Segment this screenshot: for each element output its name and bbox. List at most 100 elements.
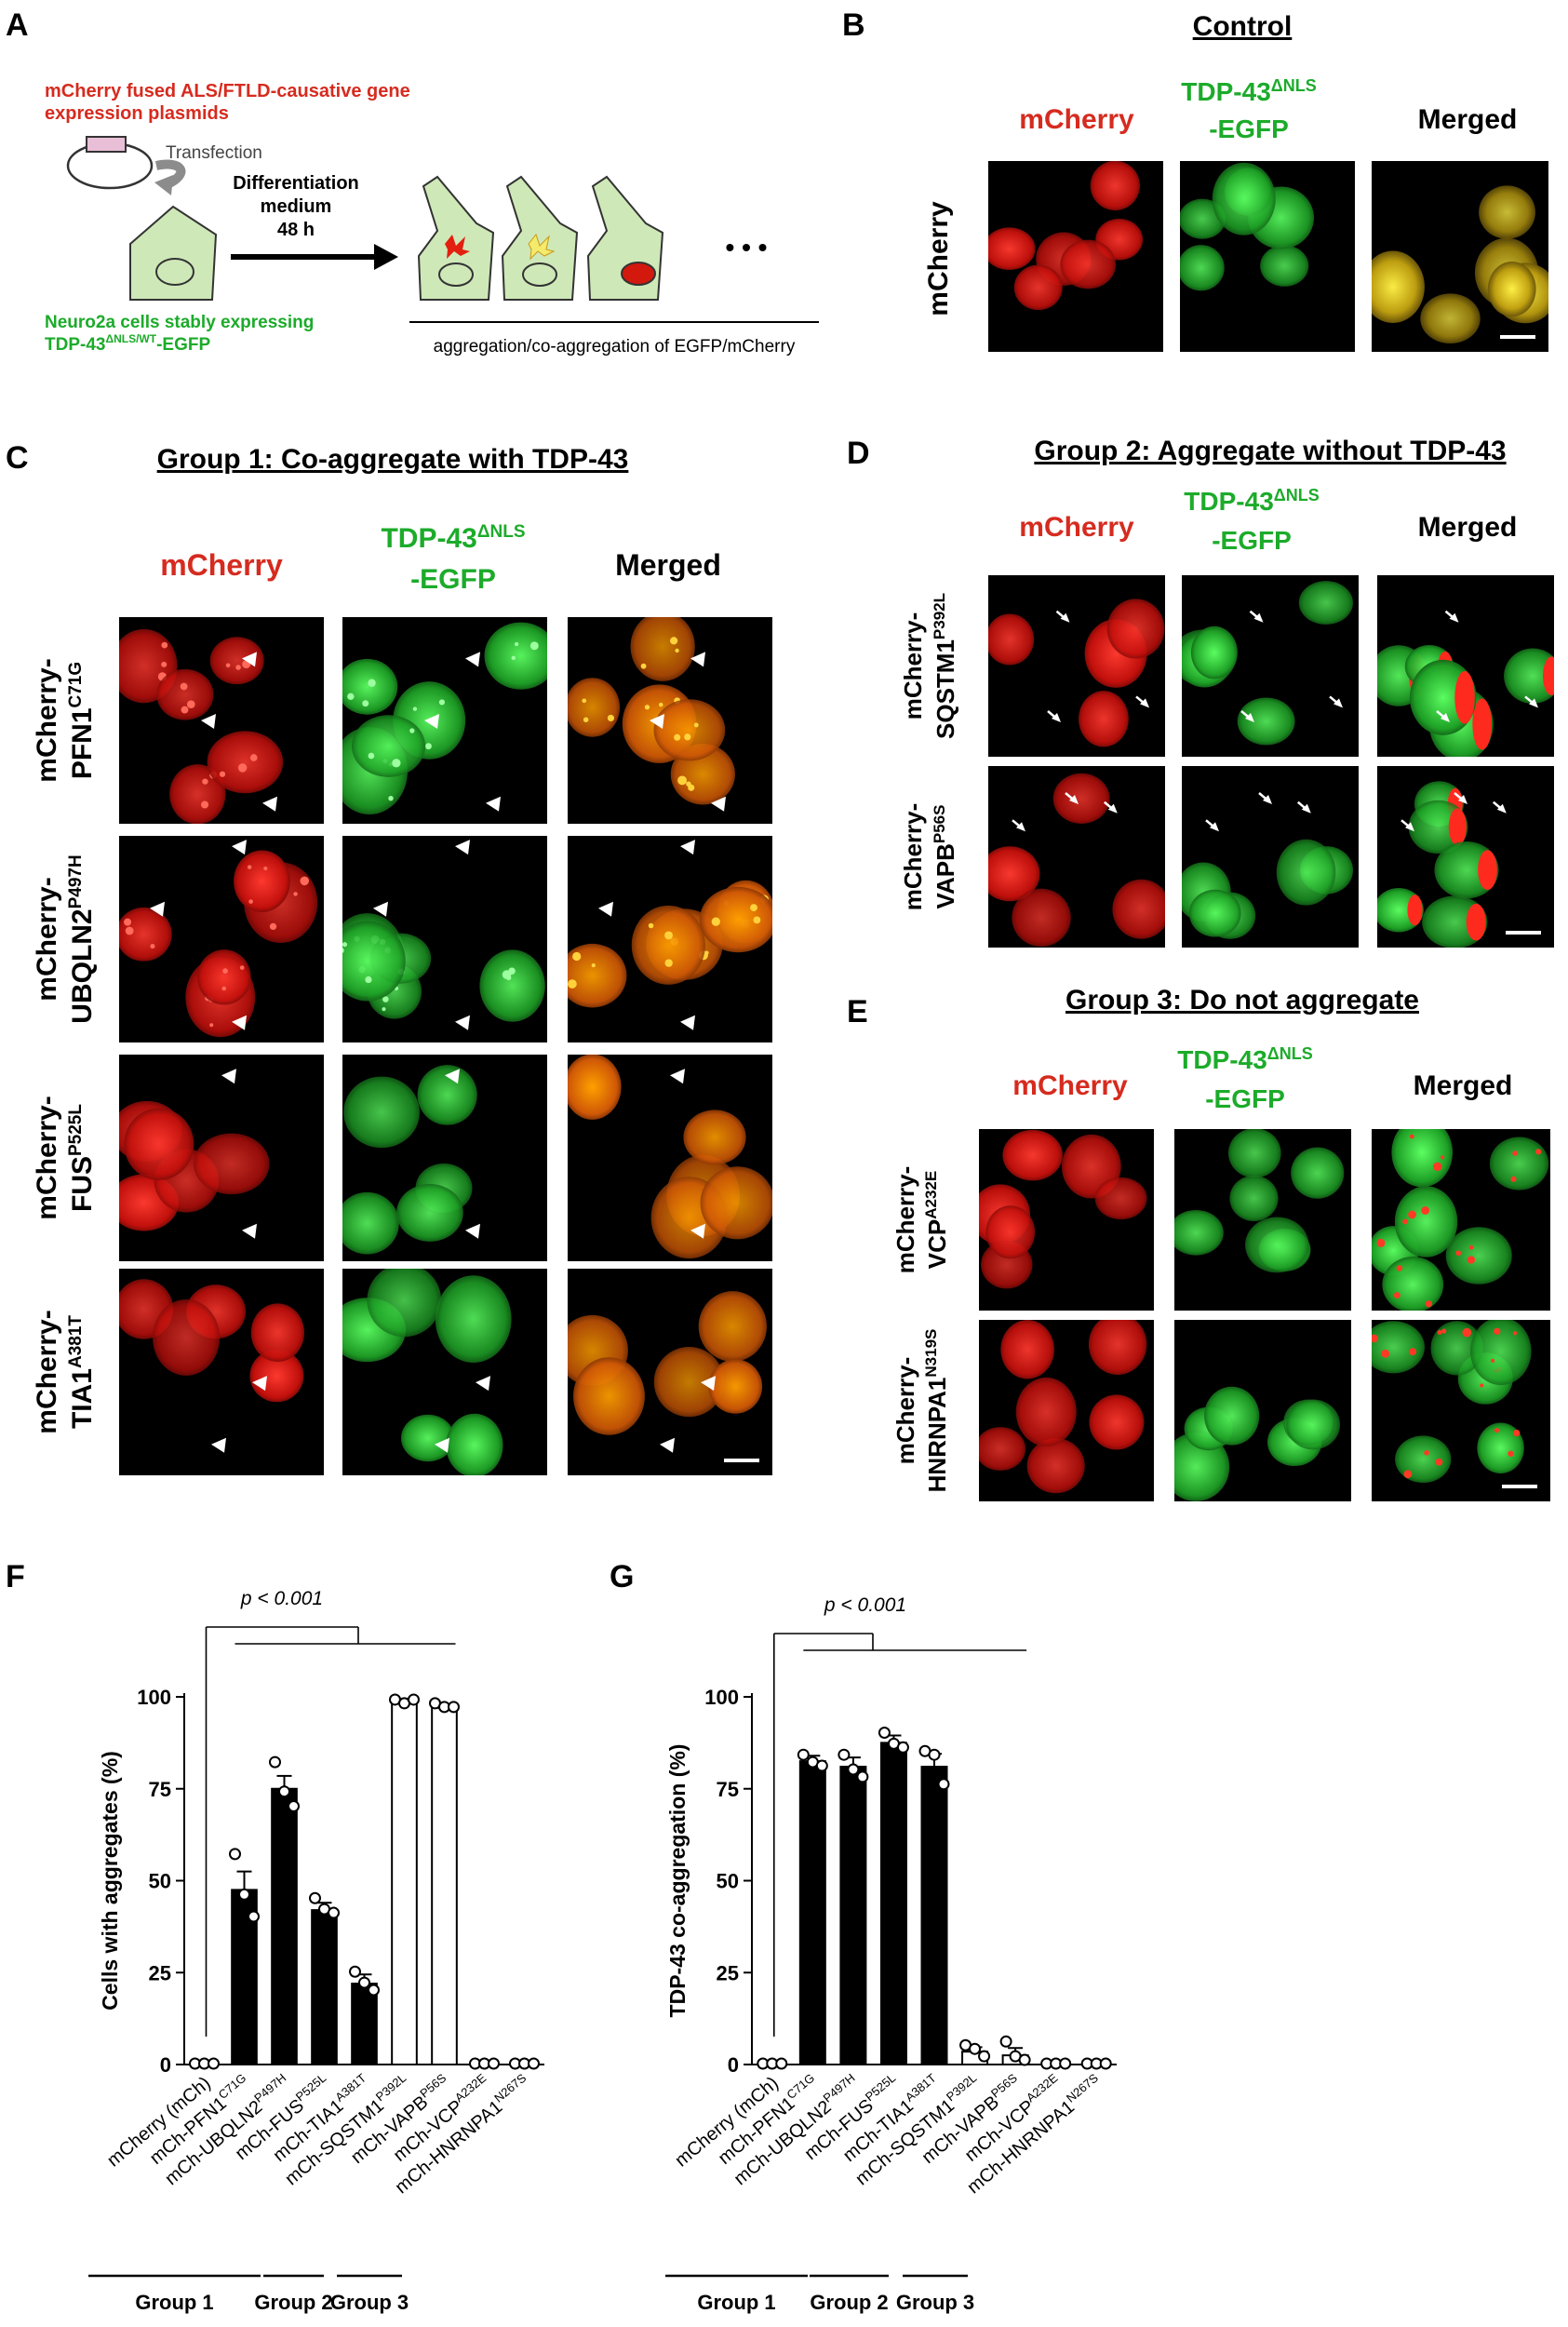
medium-label-line3: 48 h xyxy=(277,220,315,240)
panel-letter-d: D xyxy=(847,436,870,471)
panel-d: D Group 2: Aggregate without TDP-43 mChe… xyxy=(847,436,1554,948)
arrowhead-icon xyxy=(690,1223,705,1239)
y-tick-label: 25 xyxy=(149,1961,171,1984)
panel-c-row-label-line1: mCherry- xyxy=(32,1096,62,1219)
data-point xyxy=(937,1778,950,1791)
arrowhead-icon xyxy=(660,1437,675,1453)
panel-letter-g: G xyxy=(610,1559,634,1594)
data-point xyxy=(309,1891,321,1904)
d-tile-r1-c2 xyxy=(1377,766,1554,948)
arrowhead-icon xyxy=(242,1223,257,1239)
c-tile-r3-c1 xyxy=(342,1269,547,1475)
panel-c-row-label-line1: mCherry- xyxy=(32,658,62,782)
arrowhead-icon xyxy=(465,652,480,667)
e-tile-r0-c1 xyxy=(1174,1129,1351,1311)
panel-c-row-label-line1: mCherry- xyxy=(32,1310,62,1433)
panel-e-row-label-line2: VCPA232E xyxy=(922,1171,951,1269)
panel-b-title: Control xyxy=(1193,11,1293,42)
group-label: Group 2 xyxy=(810,2291,888,2314)
arrowhead-icon xyxy=(445,1069,460,1084)
data-point xyxy=(208,2057,220,2070)
panel-letter-f: F xyxy=(6,1559,25,1594)
panel-c: C Group 1: Co-aggregate with TDP-43 mChe… xyxy=(6,440,772,1475)
y-axis-label: Cells with aggregates (%) xyxy=(98,1751,122,2011)
panel-a: A mCherry fused ALS/FTLD-causative gene … xyxy=(6,7,819,356)
outcome-cell-1 xyxy=(417,175,495,301)
data-point xyxy=(278,1785,290,1798)
panel-e-col-egfp-line2: -EGFP xyxy=(1205,1084,1285,1113)
group-label: Group 1 xyxy=(697,2291,775,2314)
d-tile-r0-c1 xyxy=(1182,575,1359,757)
arrowhead-icon xyxy=(242,652,257,667)
arrowhead-icon xyxy=(211,1437,226,1453)
neuro2a-nucleus-icon xyxy=(155,258,194,286)
bar xyxy=(271,1787,298,2065)
panel-e-title: Group 3: Do not aggregate xyxy=(1065,985,1419,1016)
data-point xyxy=(896,1741,909,1754)
panel-letter-a: A xyxy=(6,7,29,43)
arrowhead-icon xyxy=(690,652,705,667)
group-label: Group 2 xyxy=(254,2291,332,2314)
y-tick-label: 75 xyxy=(717,1778,739,1801)
data-point xyxy=(358,1976,370,1989)
continuation-dots: • • • xyxy=(726,233,768,262)
arrowhead-icon xyxy=(232,1015,247,1030)
data-point xyxy=(1099,2057,1112,2070)
c-tile-r3-c2 xyxy=(568,1269,772,1475)
cells-label-line1: Neuro2a cells stably expressing xyxy=(45,313,314,332)
arrowhead-icon xyxy=(201,714,216,729)
b-tile-mcherry xyxy=(988,161,1163,352)
panel-b-col-egfp-line1: TDP-43ΔNLS xyxy=(1181,76,1316,106)
bar xyxy=(839,1766,867,2066)
medium-label-line1: Differentiation xyxy=(233,173,359,194)
process-arrowhead-icon xyxy=(374,244,398,270)
arrowhead-icon xyxy=(598,901,613,917)
arrowhead-icon xyxy=(150,901,165,917)
panel-d-col-mcherry: mCherry xyxy=(1019,512,1134,543)
panel-e-col-mcherry: mCherry xyxy=(1012,1070,1128,1101)
panel-d-images xyxy=(988,575,1554,948)
panel-e-row-label-line1: mCherry- xyxy=(891,1357,919,1465)
panel-d-row-label-line1: mCherry- xyxy=(899,612,927,720)
bar xyxy=(351,1983,378,2066)
e-tile-r1-c0 xyxy=(979,1320,1154,1501)
panel-d-col-egfp-line2: -EGFP xyxy=(1212,526,1292,555)
panel-c-row-label-line2: PFN1C71G xyxy=(66,662,98,779)
panel-b-row-label: mCherry xyxy=(923,201,954,316)
c-tile-r0-c2 xyxy=(568,617,772,824)
panel-d-row-label-line2: SQSTM1P392L xyxy=(931,593,959,739)
e-tile-r1-c1 xyxy=(1174,1320,1351,1501)
data-point xyxy=(928,1748,941,1761)
plasmid-insert-icon xyxy=(86,136,127,153)
medium-label-line2: medium xyxy=(261,196,332,217)
d-tile-r1-c1 xyxy=(1182,766,1359,948)
arrowhead-icon xyxy=(455,840,470,855)
y-tick-label: 0 xyxy=(160,2053,171,2077)
panel-b-col-merged: Merged xyxy=(1418,104,1518,135)
arrowhead-icon xyxy=(435,1437,449,1453)
panel-b-col-egfp-line2: -EGFP xyxy=(1209,114,1289,143)
bar xyxy=(391,1701,418,2066)
transfection-label: Transfection xyxy=(166,143,262,163)
b-tile-merged xyxy=(1372,161,1548,352)
panel-e-col-merged: Merged xyxy=(1414,1070,1513,1101)
panel-d-col-merged: Merged xyxy=(1418,512,1518,543)
arrowhead-icon xyxy=(262,796,277,812)
bar xyxy=(879,1742,907,2065)
c-tile-r3-c0 xyxy=(119,1269,324,1475)
e-tile-r0-c0 xyxy=(979,1129,1154,1311)
data-point xyxy=(248,1910,260,1923)
panel-a-caption: aggregation/co-aggregation of EGFP/mCher… xyxy=(434,337,796,356)
c-tile-r2-c1 xyxy=(342,1055,547,1261)
transfection-arrowhead-icon xyxy=(154,175,173,195)
y-tick-label: 50 xyxy=(149,1870,171,1893)
arrowhead-icon xyxy=(701,1376,716,1392)
arrowhead-icon xyxy=(373,901,388,917)
data-point xyxy=(349,1965,361,1978)
data-point xyxy=(775,2057,788,2070)
data-point xyxy=(368,1984,380,1997)
